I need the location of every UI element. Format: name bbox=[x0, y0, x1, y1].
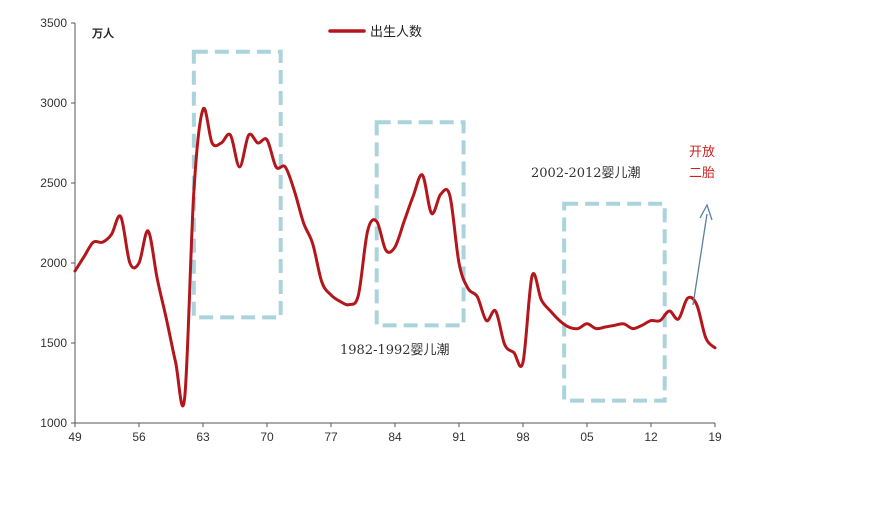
y-tick-label: 3000 bbox=[40, 96, 67, 110]
y-tick-label: 1000 bbox=[40, 416, 67, 430]
unit-label: 万人 bbox=[91, 26, 115, 40]
highlight-box bbox=[562, 201, 667, 403]
x-tick-label: 56 bbox=[132, 430, 146, 444]
arrow-icon bbox=[692, 203, 713, 306]
annotation-2002-2012: 2002-2012婴儿潮 bbox=[531, 166, 641, 181]
x-tick-label: 70 bbox=[260, 430, 274, 444]
highlight-box bbox=[374, 120, 466, 328]
x-axis-ticks: 49 56 63 70 77 84 91 98 05 12 19 bbox=[68, 423, 722, 444]
x-tick-label: 84 bbox=[388, 430, 402, 444]
x-tick-label: 63 bbox=[196, 430, 210, 444]
legend: 出生人数 bbox=[328, 25, 422, 40]
annotation-1982-1992: 1982-1992婴儿潮 bbox=[340, 343, 450, 358]
x-tick-label: 05 bbox=[580, 430, 594, 444]
highlight-box bbox=[191, 49, 283, 320]
policy-note-line-2: 二胎 bbox=[689, 166, 715, 181]
x-tick-label: 19 bbox=[708, 430, 722, 444]
series-line-births bbox=[73, 106, 717, 408]
y-tick-label: 2500 bbox=[40, 176, 67, 190]
x-tick-label: 49 bbox=[68, 430, 82, 444]
y-tick-label: 2000 bbox=[40, 256, 67, 270]
legend-label: 出生人数 bbox=[370, 25, 422, 40]
x-tick-label: 91 bbox=[452, 430, 466, 444]
x-tick-label: 12 bbox=[644, 430, 658, 444]
y-tick-label: 1500 bbox=[40, 336, 67, 350]
x-tick-label: 77 bbox=[324, 430, 338, 444]
x-tick-label: 98 bbox=[516, 430, 530, 444]
y-axis-ticks: 1000 1500 2000 2500 3000 3500 bbox=[40, 16, 75, 430]
y-tick-label: 3500 bbox=[40, 16, 67, 30]
policy-note-line-1: 开放 bbox=[689, 145, 715, 160]
